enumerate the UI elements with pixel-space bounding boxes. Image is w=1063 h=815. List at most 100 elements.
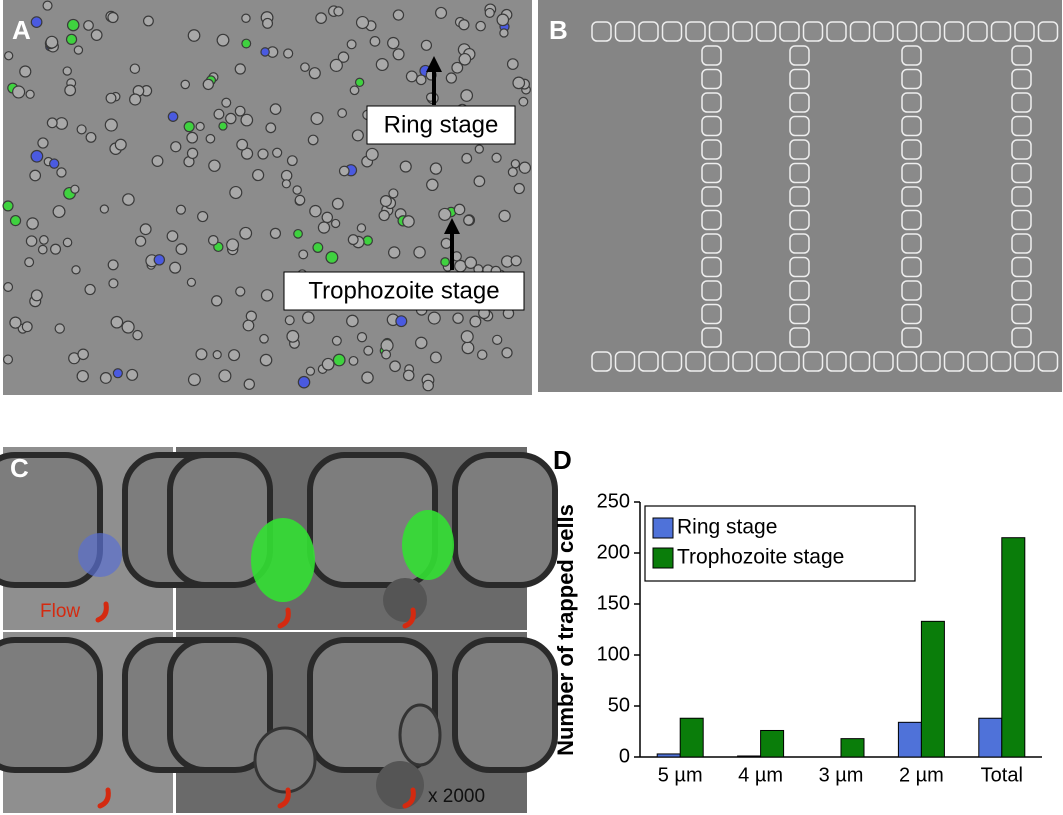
pillar (901, 139, 922, 160)
cell (262, 17, 274, 29)
pillar (591, 21, 612, 42)
cell (126, 368, 139, 381)
cell (259, 333, 269, 344)
legend-swatch (652, 517, 674, 539)
cell (42, 0, 53, 11)
panel-label: D (553, 445, 572, 475)
cell (310, 112, 324, 126)
cell (234, 105, 246, 117)
cell (12, 85, 26, 99)
cell (337, 108, 348, 118)
pillar (1011, 303, 1032, 325)
cell (331, 197, 344, 210)
pillar (708, 351, 730, 372)
legend-label: Trophozoite stage (677, 546, 844, 569)
pillar (789, 115, 810, 137)
cell (512, 76, 526, 90)
pillar (1011, 209, 1032, 231)
cell (329, 58, 343, 72)
cell (122, 193, 135, 206)
panel-a-image (3, 0, 532, 395)
cell (346, 314, 359, 328)
bar (1001, 537, 1026, 758)
cell (229, 185, 243, 200)
pillar (638, 21, 659, 42)
cell (77, 348, 89, 361)
pillar (685, 351, 706, 372)
cell (21, 321, 33, 333)
cell (518, 161, 532, 174)
cell (29, 169, 42, 182)
cell (506, 58, 519, 70)
cell (186, 277, 197, 287)
x-tick-label: Total (981, 764, 1023, 786)
pillar (789, 162, 810, 184)
cell (297, 375, 311, 389)
y-tick-label: 100 (597, 643, 630, 665)
pillar (901, 303, 922, 325)
cell (212, 350, 222, 360)
cell (498, 209, 511, 223)
pillar (789, 92, 810, 113)
cell (252, 168, 265, 182)
cell (76, 369, 89, 383)
cell (330, 218, 341, 229)
cell (388, 188, 399, 199)
cell (369, 35, 381, 47)
cell (134, 235, 147, 247)
pillar (701, 139, 722, 160)
cell (83, 20, 94, 31)
cell (388, 246, 401, 259)
pillar (661, 351, 683, 372)
pillar (826, 351, 847, 372)
cell (312, 242, 324, 253)
pillar (967, 21, 988, 42)
cell (62, 237, 73, 248)
cell (228, 349, 241, 362)
cell (333, 6, 344, 17)
pillar (708, 21, 730, 42)
cell (50, 243, 62, 255)
cell (461, 152, 473, 164)
cell (415, 74, 427, 86)
cell (242, 319, 255, 332)
cell (469, 315, 482, 328)
cell (454, 259, 467, 273)
cell (284, 315, 295, 326)
cell (298, 249, 309, 260)
cell (218, 369, 232, 383)
cell (405, 70, 418, 83)
pillar (1011, 233, 1032, 254)
pillar (901, 280, 922, 301)
pillar (1011, 186, 1032, 207)
cell (354, 77, 365, 88)
cell (363, 345, 374, 356)
panel-c-images (0, 447, 558, 813)
cell (269, 227, 282, 240)
cell (240, 147, 254, 160)
pillar (701, 92, 722, 113)
cell (99, 372, 112, 384)
pillar (896, 21, 918, 42)
x-tick-label: 2 µm (899, 764, 944, 786)
pillar (614, 21, 636, 42)
cell (375, 58, 389, 72)
cell (474, 144, 484, 154)
cell (389, 360, 401, 373)
pillar (789, 68, 810, 90)
cell (513, 182, 525, 195)
y-tick-label: 150 (597, 592, 630, 614)
pillar (920, 21, 941, 42)
pillar (701, 327, 722, 348)
bar (978, 717, 1003, 758)
cell (25, 89, 35, 99)
cell (356, 223, 367, 233)
cell (315, 12, 327, 24)
cell (332, 353, 346, 367)
cell (260, 47, 270, 57)
cell (218, 121, 228, 131)
cell (121, 320, 135, 334)
pillar (1037, 351, 1059, 372)
pillar (967, 351, 988, 372)
pillar (701, 209, 722, 231)
